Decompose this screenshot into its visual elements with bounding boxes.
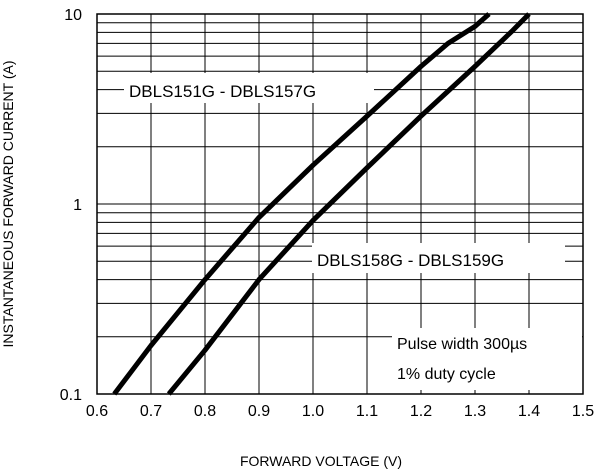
y-tick-label: 1 [73, 197, 82, 214]
x-tick-label: 0.6 [86, 403, 108, 420]
y-tick-label: 10 [64, 7, 82, 24]
x-tick-label: 1.5 [572, 403, 594, 420]
x-tick-label: 1.2 [410, 403, 432, 420]
x-tick-label: 0.9 [248, 403, 270, 420]
y-tick-label: 0.1 [60, 387, 82, 404]
x-tick-label: 0.7 [140, 403, 162, 420]
x-tick-label: 1.0 [302, 403, 324, 420]
series-1-label-box: DBLS151G - DBLS157G [124, 73, 374, 103]
series-1-label: DBLS151G - DBLS157G [129, 82, 316, 101]
curves [112, 12, 531, 396]
y-tick-labels: 0.1 1 10 [60, 7, 82, 404]
x-tick-labels: 0.6 0.7 0.8 0.9 1.0 1.1 1.2 1.3 1.4 1.5 [86, 403, 594, 420]
pulse-note-line-1: Pulse width 300µs [397, 336, 527, 353]
x-tick-label: 1.4 [518, 403, 540, 420]
pulse-note: Pulse width 300µs 1% duty cycle [392, 328, 582, 390]
series-2-label-box: DBLS158G - DBLS159G [312, 243, 565, 273]
pulse-note-line-2: 1% duty cycle [397, 366, 496, 383]
x-tick-label: 1.1 [356, 403, 378, 420]
x-axis-label: FORWARD VOLTAGE (V) [240, 453, 402, 469]
x-tick-label: 0.8 [194, 403, 216, 420]
y-axis-label: INSTANTANEOUS FORWARD CURRENT (A) [0, 60, 16, 347]
plot-frame [96, 13, 584, 395]
x-tick-label: 1.3 [464, 403, 486, 420]
series-2-line [166, 12, 531, 396]
series-1-line [112, 12, 491, 396]
series-2-label: DBLS158G - DBLS159G [317, 251, 504, 270]
